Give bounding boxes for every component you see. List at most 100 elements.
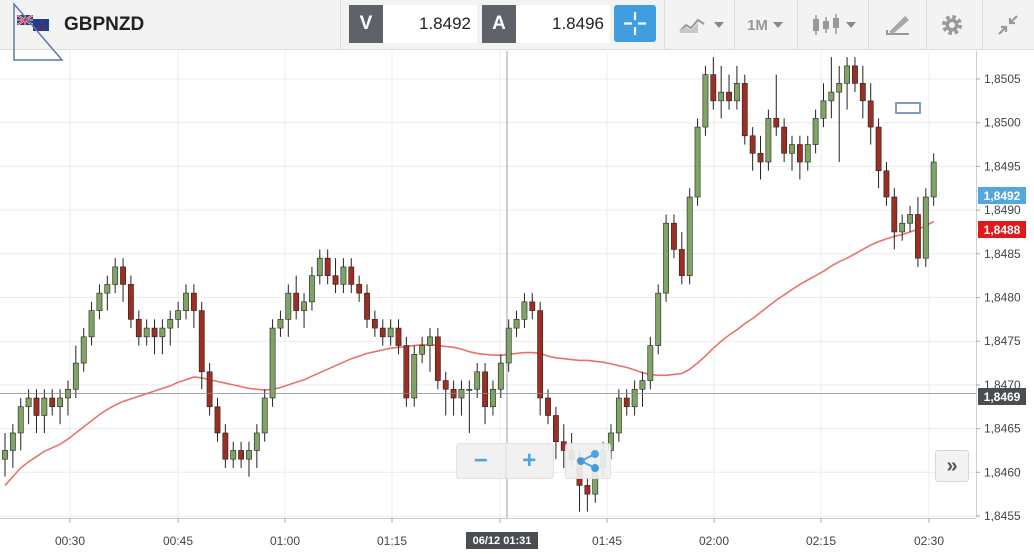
- share-button[interactable]: [565, 443, 611, 479]
- zoom-in-button[interactable]: +: [504, 444, 554, 478]
- time-tick-label: 00:45: [163, 534, 193, 548]
- candle: [222, 424, 229, 468]
- candle: [403, 336, 410, 407]
- candle: [789, 135, 795, 171]
- candle: [190, 284, 197, 329]
- candle: [458, 380, 465, 416]
- candle: [309, 266, 315, 311]
- candle: [427, 328, 433, 372]
- candle: [293, 275, 300, 320]
- candle: [9, 424, 16, 468]
- drawing-tools-icon: [886, 16, 909, 35]
- candle: [505, 319, 512, 372]
- price-tick-label: 1,8465: [984, 422, 1021, 436]
- candle: [907, 205, 913, 232]
- candle: [497, 354, 504, 399]
- scroll-to-latest-button[interactable]: »: [935, 450, 969, 482]
- candle: [104, 275, 111, 311]
- candle: [710, 57, 717, 110]
- candle: [521, 293, 528, 329]
- candle: [17, 398, 24, 451]
- candle: [678, 231, 685, 285]
- time-tick-label: 01:00: [270, 534, 300, 548]
- candle: [175, 301, 182, 329]
- candle: [348, 258, 355, 294]
- candle: [820, 83, 827, 128]
- settings-button[interactable]: [932, 0, 972, 50]
- candle: [33, 389, 40, 433]
- ask-price-button[interactable]: 1.8496: [516, 5, 610, 43]
- candle: [25, 389, 32, 425]
- candle: [143, 319, 150, 346]
- crosshair-price-badge: 1,8469: [978, 388, 1026, 405]
- candle: [859, 65, 866, 119]
- candle: [167, 310, 174, 346]
- candle: [466, 380, 473, 433]
- candle: [72, 345, 79, 399]
- candle: [419, 336, 426, 364]
- candle: [804, 135, 811, 171]
- candle: [647, 336, 654, 390]
- candle: [545, 389, 551, 425]
- candle: [883, 162, 890, 206]
- candle-style-button[interactable]: [806, 0, 862, 50]
- candle: [364, 284, 370, 329]
- bid-price-button[interactable]: 1.8492: [383, 5, 477, 43]
- candle: [584, 476, 591, 512]
- time-tick-label: 00:30: [55, 534, 85, 548]
- gear-icon: [942, 15, 962, 35]
- share-icon: [577, 450, 599, 472]
- candle: [434, 328, 441, 390]
- price-tick-label: 1,8500: [984, 116, 1021, 130]
- candle: [741, 74, 748, 145]
- chart-grid: [0, 51, 976, 518]
- crosshair-button[interactable]: [614, 5, 656, 42]
- price-tick-label: 1,8505: [984, 72, 1021, 86]
- moving-average-line: [4, 220, 935, 486]
- candle: [387, 319, 394, 346]
- candle: [639, 371, 646, 407]
- candle: [269, 319, 276, 407]
- candle: [686, 188, 693, 285]
- candle: [277, 310, 284, 337]
- candle: [253, 424, 260, 468]
- bid-label: V: [349, 5, 383, 43]
- time-tick-label: 02:30: [914, 534, 944, 548]
- chart-type-icon: [679, 18, 724, 33]
- chart-type-button[interactable]: [672, 0, 732, 50]
- candle: [726, 74, 732, 110]
- zoom-out-button[interactable]: −: [473, 447, 488, 474]
- candle: [238, 441, 244, 468]
- candle: [836, 65, 843, 163]
- price-axis: 1,8505 1,8500 1,8495 1,8490 1,8485 1,8480 1,84…: [976, 51, 1034, 554]
- candle: [246, 441, 252, 477]
- candle: [135, 310, 142, 346]
- candle: [702, 65, 709, 136]
- candle: [395, 319, 402, 355]
- candle: [112, 258, 119, 294]
- candle: [41, 389, 48, 433]
- candle: [765, 109, 772, 171]
- candle: [214, 398, 221, 442]
- time-tick-label: 02:15: [806, 534, 836, 548]
- ask-label: A: [482, 5, 516, 43]
- candle: [285, 284, 292, 337]
- price-tick-label: 1,8455: [984, 509, 1021, 523]
- candle: [867, 83, 874, 145]
- price-tick-label: 1,8480: [984, 291, 1021, 305]
- drawing-tools-button[interactable]: [876, 0, 920, 50]
- timeframe-button[interactable]: 1M: [742, 0, 790, 50]
- candle: [757, 135, 764, 180]
- candle: [694, 118, 701, 206]
- candle: [513, 310, 520, 337]
- candle: [159, 319, 166, 355]
- crosshair-lines: [0, 51, 976, 518]
- candle: [183, 284, 189, 320]
- price-chart[interactable]: 1,8505 1,8500 1,8495 1,8490 1,8485 1,8480 1,84…: [0, 51, 1034, 554]
- candle: [891, 188, 898, 250]
- candle: [529, 293, 536, 320]
- symbol-name[interactable]: GBPNZD: [64, 14, 145, 35]
- candle: [631, 380, 638, 416]
- candle: [411, 345, 418, 407]
- collapse-button[interactable]: [990, 0, 1026, 50]
